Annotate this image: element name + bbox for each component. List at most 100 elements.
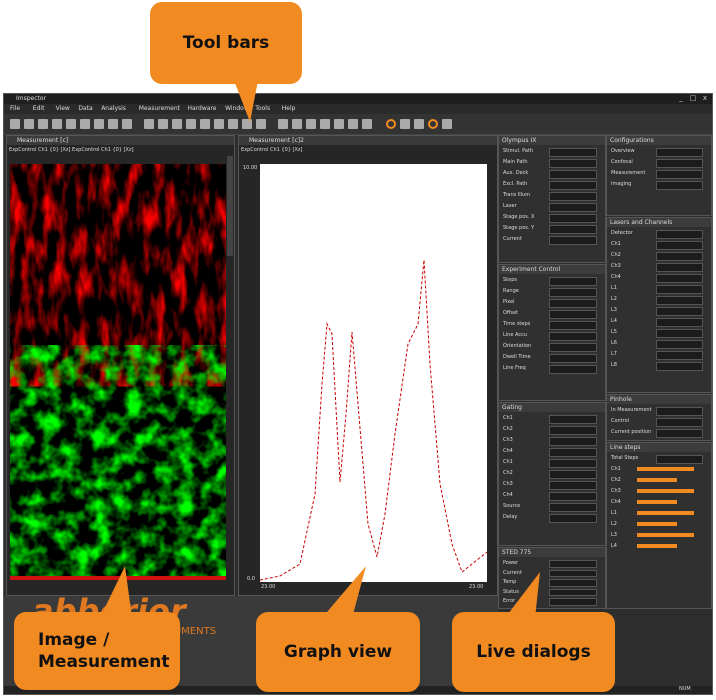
input-box[interactable] — [656, 362, 703, 371]
tool-button[interactable] — [414, 119, 424, 129]
input-box[interactable] — [549, 159, 597, 168]
input-box[interactable] — [656, 274, 703, 283]
input-box[interactable] — [549, 203, 597, 212]
input-box[interactable] — [549, 277, 597, 286]
input-box[interactable] — [549, 321, 597, 330]
window-button[interactable]: x — [702, 94, 708, 102]
tool-button[interactable] — [80, 119, 90, 129]
input-box[interactable] — [549, 181, 597, 190]
input-box[interactable] — [656, 407, 703, 416]
input-box[interactable] — [549, 214, 597, 223]
tool-button[interactable] — [242, 119, 252, 129]
tool-button[interactable] — [214, 119, 224, 129]
tool-button[interactable] — [122, 119, 132, 129]
menu-item[interactable]: Measurement — [138, 105, 180, 112]
input-box[interactable] — [549, 579, 597, 587]
tool-button[interactable] — [320, 119, 330, 129]
tool-button[interactable] — [306, 119, 316, 129]
input-box[interactable] — [549, 598, 597, 606]
input-box[interactable] — [549, 503, 597, 512]
input-box[interactable] — [549, 225, 597, 234]
input-box[interactable] — [549, 170, 597, 179]
input-box[interactable] — [549, 470, 597, 479]
window-button[interactable]: □ — [689, 94, 697, 102]
tool-button[interactable] — [66, 119, 76, 129]
input-box[interactable] — [656, 340, 703, 349]
input-box[interactable] — [549, 560, 597, 568]
input-box[interactable] — [656, 418, 703, 427]
input-box[interactable] — [656, 159, 703, 168]
tool-button[interactable] — [172, 119, 182, 129]
tool-button[interactable] — [10, 119, 20, 129]
input-box[interactable] — [656, 241, 703, 250]
input-box[interactable] — [656, 263, 703, 272]
input-box[interactable] — [549, 343, 597, 352]
input-box[interactable] — [549, 332, 597, 341]
input-box[interactable] — [549, 426, 597, 435]
tool-button[interactable] — [386, 119, 396, 129]
input-box[interactable] — [549, 148, 597, 157]
input-box[interactable] — [549, 236, 597, 245]
input-box[interactable] — [656, 296, 703, 305]
input-box[interactable] — [656, 318, 703, 327]
menu-item[interactable]: View — [55, 105, 70, 112]
menu-item[interactable]: Window — [225, 105, 249, 112]
tool-button[interactable] — [144, 119, 154, 129]
panel-header — [607, 218, 711, 227]
tool-button[interactable] — [94, 119, 104, 129]
input-box[interactable] — [549, 365, 597, 374]
tool-button[interactable] — [38, 119, 48, 129]
input-box[interactable] — [656, 170, 703, 179]
menu-item[interactable]: Tools — [255, 105, 271, 112]
input-box[interactable] — [549, 448, 597, 457]
input-box[interactable] — [549, 492, 597, 501]
tool-button[interactable] — [348, 119, 358, 129]
input-box[interactable] — [549, 569, 597, 578]
tool-button[interactable] — [292, 119, 302, 129]
menu-item[interactable]: Edit — [32, 105, 45, 112]
input-box[interactable] — [656, 329, 703, 338]
menu-item[interactable]: Data — [78, 105, 93, 112]
input-box[interactable] — [656, 455, 703, 464]
tool-button[interactable] — [334, 119, 344, 129]
tool-button[interactable] — [186, 119, 196, 129]
tool-button[interactable] — [400, 119, 410, 129]
window-button[interactable]: _ — [679, 94, 683, 102]
menu-item[interactable]: Hardware — [187, 105, 217, 112]
input-box[interactable] — [549, 299, 597, 308]
input-box[interactable] — [549, 588, 597, 597]
menu-item[interactable]: Help — [281, 105, 296, 112]
input-box[interactable] — [549, 288, 597, 297]
menu-item[interactable]: Analysis — [101, 105, 126, 112]
tool-button[interactable] — [200, 119, 210, 129]
input-box[interactable] — [549, 192, 597, 201]
input-box[interactable] — [549, 354, 597, 363]
input-box[interactable] — [549, 437, 597, 446]
input-box[interactable] — [656, 148, 703, 157]
input-box[interactable] — [549, 514, 597, 523]
input-box[interactable] — [656, 252, 703, 261]
tool-button[interactable] — [256, 119, 266, 129]
tool-button[interactable] — [428, 119, 438, 129]
input-box[interactable] — [656, 429, 703, 438]
tool-button[interactable] — [52, 119, 62, 129]
field-label: Control — [611, 418, 630, 424]
tool-button[interactable] — [442, 119, 452, 129]
menu-item[interactable]: File — [10, 105, 21, 112]
input-box[interactable] — [656, 230, 703, 239]
input-box[interactable] — [656, 307, 703, 316]
tool-button[interactable] — [228, 119, 238, 129]
tool-button[interactable] — [278, 119, 288, 129]
field-label: Steps — [503, 277, 517, 283]
input-box[interactable] — [656, 285, 703, 294]
input-box[interactable] — [549, 459, 597, 468]
input-box[interactable] — [549, 310, 597, 319]
tool-button[interactable] — [158, 119, 168, 129]
tool-button[interactable] — [108, 119, 118, 129]
input-box[interactable] — [656, 351, 703, 360]
input-box[interactable] — [549, 481, 597, 490]
tool-button[interactable] — [24, 119, 34, 129]
input-box[interactable] — [656, 181, 703, 190]
input-box[interactable] — [549, 415, 597, 424]
tool-button[interactable] — [362, 119, 372, 129]
